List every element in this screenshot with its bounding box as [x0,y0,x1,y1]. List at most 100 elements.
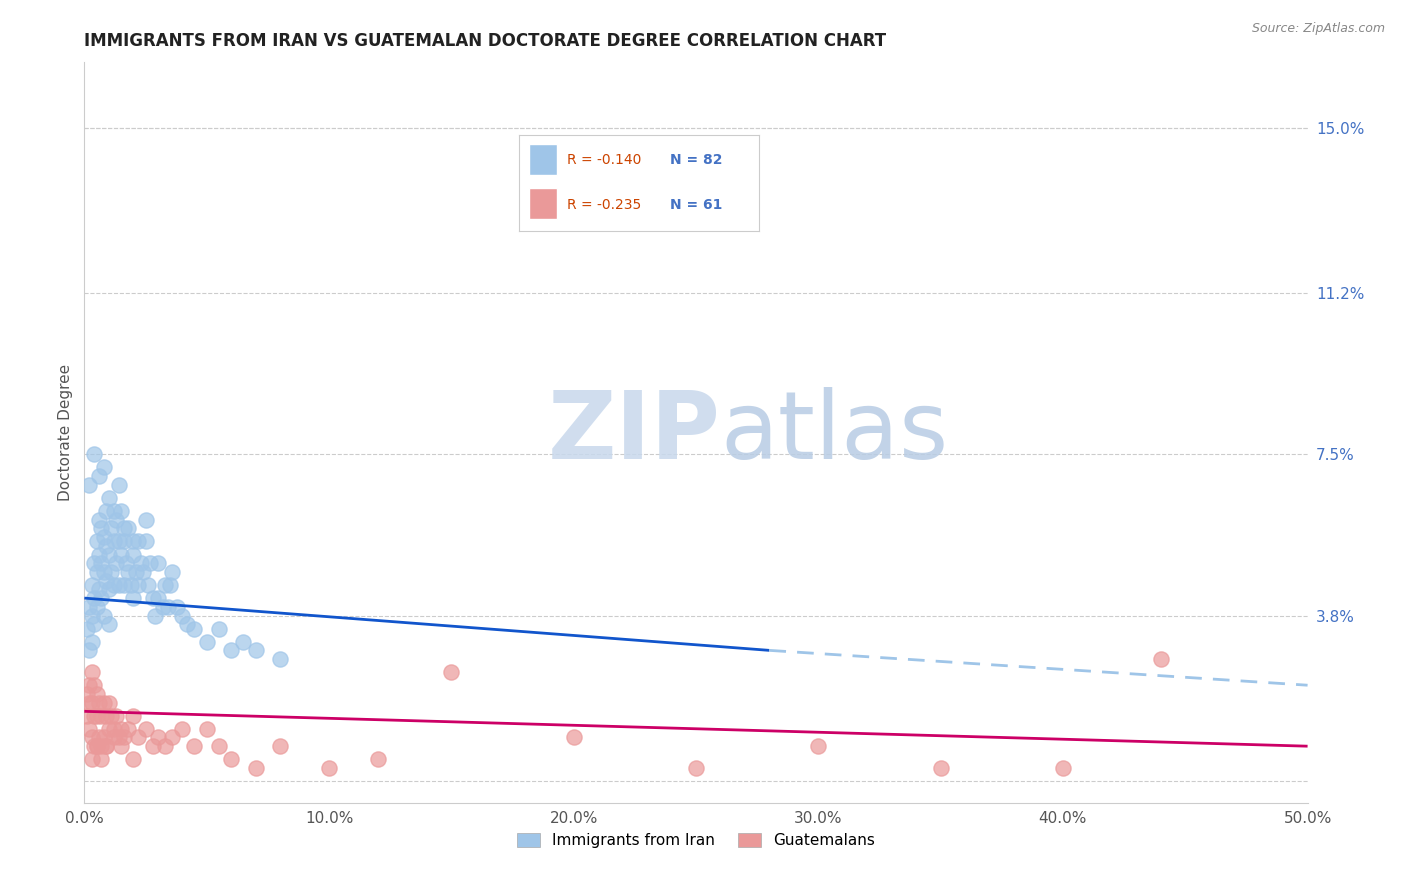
Point [100,521,122,535]
Point [103,578,125,592]
Point [120,578,142,592]
Point [219,643,242,657]
Point [110,504,132,518]
Point [77,696,100,710]
Point [807,739,830,754]
Point [245,643,267,657]
Point [105,708,128,723]
Point [80,665,103,680]
Point [117,521,139,535]
Point [208,622,231,636]
Point [90,521,112,535]
Point [176,617,198,632]
Text: R = -0.140: R = -0.140 [567,153,641,168]
Point [103,534,125,549]
Point [195,722,218,736]
Point [90,556,112,570]
Point [269,652,291,666]
Y-axis label: Doctorate Degree: Doctorate Degree [58,364,73,501]
Point [107,731,129,745]
Point [86,708,108,723]
Point [107,534,129,549]
Point [93,608,115,623]
Point [1052,761,1074,775]
Point [146,731,169,745]
Point [87,696,110,710]
Text: IMMIGRANTS FROM IRAN VS GUATEMALAN DOCTORATE DEGREE CORRELATION CHART: IMMIGRANTS FROM IRAN VS GUATEMALAN DOCTO… [84,32,887,50]
Point [80,634,103,648]
Point [90,752,112,766]
Point [90,739,112,754]
Point [96,739,118,754]
Point [96,739,118,754]
Point [127,534,149,549]
Point [80,578,103,592]
Point [135,722,157,736]
Point [90,591,112,606]
Text: R = -0.235: R = -0.235 [567,198,641,211]
Point [142,591,165,606]
Point [103,504,125,518]
Point [80,696,103,710]
Point [97,617,120,632]
Point [100,565,122,579]
Point [159,578,181,592]
Point [183,739,205,754]
Point [97,696,120,710]
Point [117,722,139,736]
Point [100,708,122,723]
Point [135,534,157,549]
Point [232,634,254,648]
Point [245,761,267,775]
Point [105,556,128,570]
Point [77,599,100,614]
Point [143,608,166,623]
Point [110,548,132,562]
Point [87,582,110,597]
Legend: Immigrants from Iran, Guatemalans: Immigrants from Iran, Guatemalans [510,827,882,855]
Point [153,578,176,592]
Point [83,617,105,632]
Point [146,556,169,570]
Point [76,622,98,636]
Point [162,731,184,745]
Point [115,556,138,570]
Point [97,548,120,562]
Point [87,548,110,562]
Point [122,708,145,723]
Point [318,761,340,775]
Point [96,574,118,588]
Point [440,665,463,680]
Point [83,708,105,723]
Point [146,591,169,606]
Text: N = 82: N = 82 [671,153,723,168]
Point [93,530,115,544]
Point [96,539,118,553]
Point [172,722,194,736]
Point [76,708,98,723]
Point [162,565,184,579]
Point [112,521,135,535]
Point [107,578,129,592]
Point [152,599,174,614]
Point [80,608,103,623]
Point [117,565,139,579]
Point [83,447,105,461]
Point [80,752,103,766]
Text: atlas: atlas [720,386,949,479]
Point [127,731,149,745]
Point [83,556,105,570]
Point [97,582,120,597]
Text: ZIP: ZIP [547,386,720,479]
Point [139,556,162,570]
Point [93,731,115,745]
Point [172,608,194,623]
Point [685,761,707,775]
Point [195,634,218,648]
Text: Source: ZipAtlas.com: Source: ZipAtlas.com [1251,22,1385,36]
Point [83,591,105,606]
Point [112,731,135,745]
Point [136,578,159,592]
Point [122,752,145,766]
Point [83,739,105,754]
